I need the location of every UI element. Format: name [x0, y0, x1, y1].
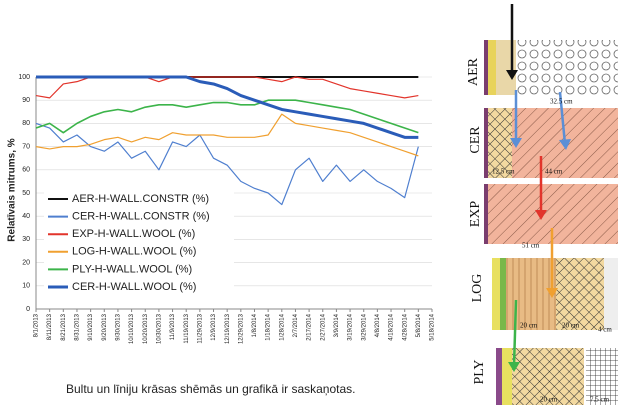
wall-diagrams: AER 32.5 cm CER 12.5 cm 44 cm EXP 51 cm … [466, 4, 618, 405]
y-tick-label: 100 [18, 74, 30, 81]
series-line [35, 113, 419, 157]
x-tick-label: 4/18/2014 [389, 313, 395, 340]
x-tick-label: 2/27/2014 [320, 313, 326, 340]
y-tick-label: 70 [22, 143, 30, 150]
y-tick-label: 90 [22, 97, 30, 104]
wall-label: LOG [470, 274, 485, 303]
x-tick-label: 8/21/2013 [61, 313, 67, 340]
x-tick-label: 8/11/2013 [47, 313, 53, 340]
dimension: 20 cm [540, 396, 558, 404]
x-tick-label: 10/10/2013 [129, 313, 135, 344]
legend-label: CER-H-WALL.CONSTR (%) [72, 211, 210, 223]
x-tick-label: 9/30/2013 [116, 313, 122, 340]
legend-label: AER-H-WALL.CONSTR (%) [72, 193, 209, 205]
y-tick-label: 50 [22, 190, 30, 197]
x-tick-label: 5/18/2014 [430, 313, 436, 340]
dimension: 51 cm [522, 242, 540, 250]
x-tick-label: 8/31/2013 [75, 313, 81, 340]
dimension: 7.5 cm [590, 396, 610, 404]
x-tick-label: 2/17/2014 [307, 313, 313, 340]
y-tick-label: 80 [22, 120, 30, 127]
x-tick-label: 12/19/2013 [225, 313, 231, 344]
legend-label: EXP-H-WALL.WOOL (%) [72, 228, 195, 240]
x-tick-label: 1/28/2014 [279, 313, 285, 340]
y-tick-label: 60 [22, 167, 30, 174]
x-tick-label: 2/7/2014 [293, 313, 299, 337]
x-tick-label: 3/29/2014 [361, 313, 367, 340]
x-tick-label: 10/20/2013 [143, 313, 149, 344]
y-tick-label: 20 [22, 259, 30, 266]
x-tick-label: 4/28/2014 [402, 313, 408, 340]
series-line [36, 75, 419, 139]
dimension: 20 cm [562, 322, 580, 330]
dimension: 32.5 cm [550, 98, 573, 106]
y-tick-label: 30 [22, 236, 30, 243]
y-axis-title: Relatīvais mitrums, % [7, 138, 18, 241]
dimension: 20 cm [520, 322, 538, 330]
x-tick-label: 11/9/2013 [170, 313, 176, 340]
y-tick-label: 40 [22, 213, 30, 220]
x-tick-label: 1/18/2014 [266, 313, 272, 340]
legend-label: CER-H-WALL.WOOL (%) [72, 281, 196, 293]
wall-label: CER [468, 126, 483, 154]
wall-label: AER [466, 57, 481, 86]
caption: Bultu un līniju krāsas shēmās un grafikā… [66, 382, 355, 396]
wall-label: PLY [472, 359, 487, 384]
x-tick-label: 1/8/2014 [252, 313, 258, 337]
x-tick-label: 3/9/2014 [334, 313, 340, 337]
series-line [35, 99, 419, 134]
x-tick-label: 3/19/2014 [348, 313, 354, 340]
x-tick-label: 5/8/2014 [416, 313, 422, 337]
x-tick-label: 11/29/2013 [197, 313, 203, 343]
y-tick-label: 0 [26, 306, 30, 313]
legend-box [44, 190, 234, 296]
dimension: 12.5 cm [492, 168, 515, 176]
x-tick-label: 10/30/2013 [156, 313, 162, 344]
legend: AER-H-WALL.CONSTR (%) CER-H-WALL.CONSTR (… [44, 190, 234, 296]
dimension: 4 cm [598, 326, 612, 334]
legend-label: PLY-H-WALL.WOOL (%) [72, 263, 192, 275]
x-tick-label: 12/29/2013 [238, 313, 244, 344]
x-tick-label: 12/9/2013 [211, 313, 217, 340]
x-tick-label: 11/19/2013 [184, 313, 190, 343]
dimension: 44 cm [545, 168, 563, 176]
x-tick-label: 4/8/2014 [375, 313, 381, 337]
y-tick-label: 10 [22, 283, 30, 290]
series-line [35, 122, 419, 206]
x-tick-label: 9/20/2013 [102, 313, 108, 340]
x-tick-label: 8/1/2013 [34, 313, 40, 337]
wall-label: EXP [468, 201, 483, 228]
legend-label: LOG-H-WALL.WOOL (%) [72, 246, 196, 258]
x-tick-label: 9/10/2013 [88, 313, 94, 340]
